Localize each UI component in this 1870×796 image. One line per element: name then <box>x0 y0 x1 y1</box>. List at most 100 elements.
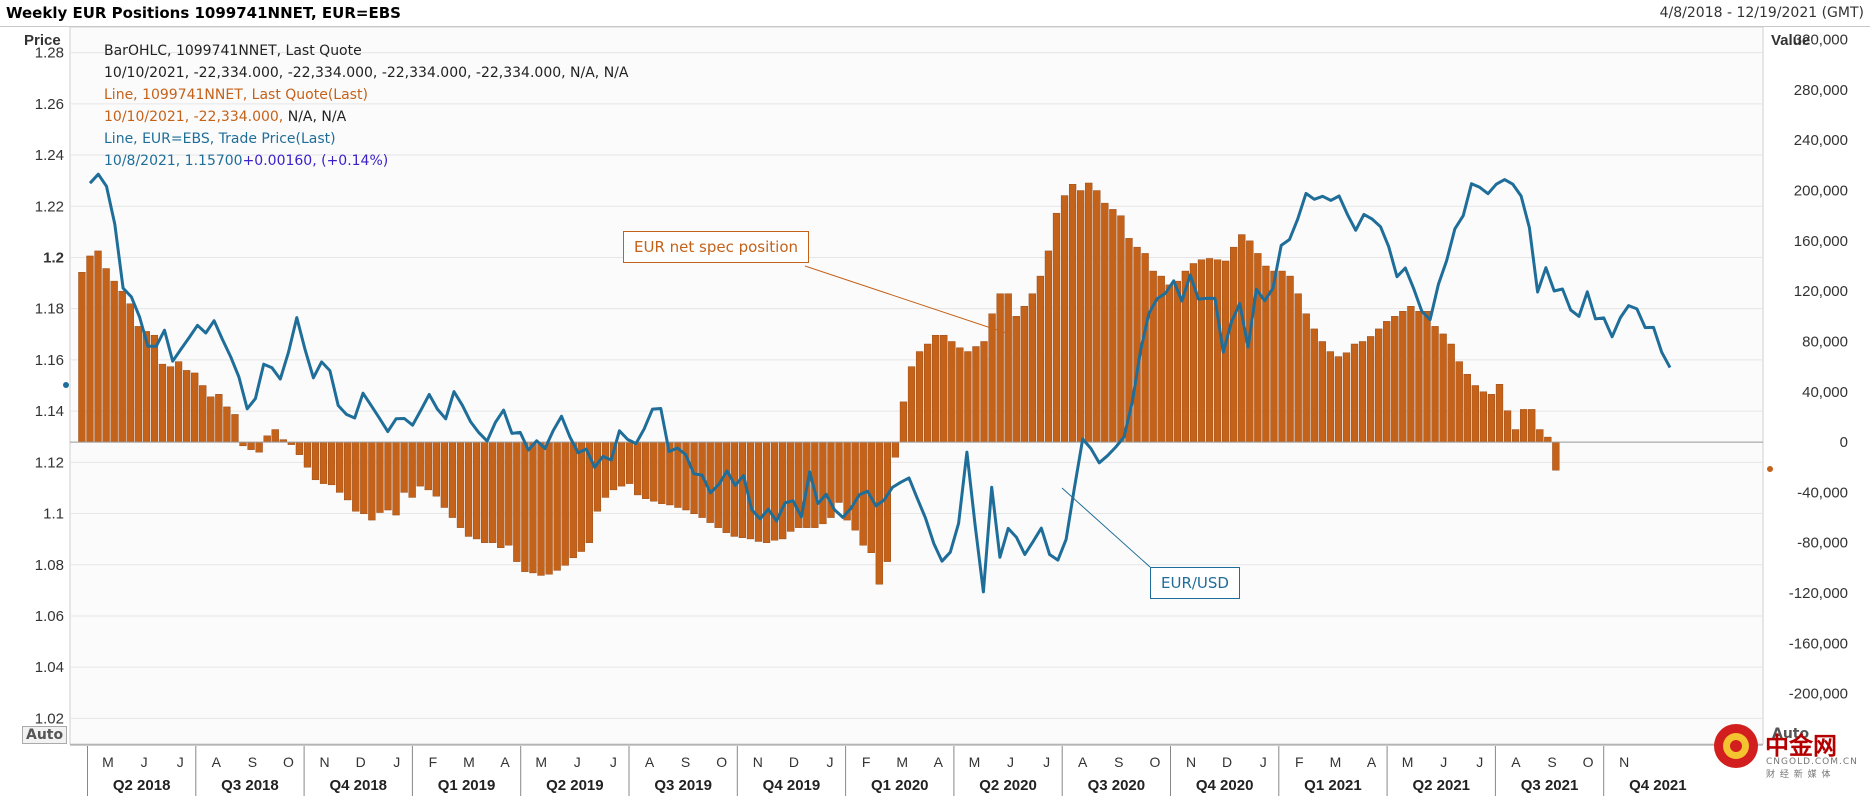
position-bar <box>996 293 1004 443</box>
auto-scale-left-button[interactable]: Auto <box>22 726 68 744</box>
month-label: S <box>1114 754 1123 770</box>
position-bars <box>78 182 1560 585</box>
position-bar <box>174 361 183 443</box>
title-bar: Weekly EUR Positions 1099741NNET, EUR=EB… <box>0 0 1870 27</box>
position-bar <box>601 441 610 498</box>
position-bar <box>336 441 344 493</box>
left-tick-label: 1.04 <box>35 659 64 676</box>
position-bar <box>1012 316 1020 443</box>
position-bar <box>86 255 94 443</box>
position-bar <box>1044 250 1053 443</box>
month-label: O <box>716 754 727 770</box>
legend-series2-header: Line, 1099741NNET, Last Quote(Last) <box>104 87 368 103</box>
position-bar <box>1334 356 1343 443</box>
watermark-subtext: CNGOLD.COM.CN 财 经 新 媒 体 <box>1766 757 1858 780</box>
position-bar <box>424 441 432 491</box>
position-bar <box>1238 234 1246 443</box>
position-bar <box>1085 182 1093 443</box>
position-bar <box>762 441 771 543</box>
position-bar <box>1133 246 1141 443</box>
position-bar <box>1455 361 1463 443</box>
position-bar <box>1399 311 1407 443</box>
position-bar <box>545 441 553 575</box>
quarter-label: Q1 2020 <box>871 777 929 794</box>
position-bar <box>199 385 207 443</box>
callout-eurusd-connector <box>1061 487 1151 568</box>
position-bar <box>384 441 392 511</box>
month-label: N <box>1186 754 1196 770</box>
month-label: F <box>862 754 871 770</box>
position-bar <box>1407 306 1415 443</box>
position-bar <box>368 441 376 521</box>
position-bar <box>1471 385 1479 443</box>
quarter-label: Q1 2019 <box>438 777 496 794</box>
position-bar <box>1093 190 1101 443</box>
quarter-label: Q3 2021 <box>1521 777 1579 794</box>
left-tick-label: 1.18 <box>35 301 64 318</box>
chart-area[interactable]: 1.02 1.04 1.06 1.08 1.1 1.12 1.14 1.16 1.18 1.2 1.… <box>0 27 1870 796</box>
month-label: N <box>1619 754 1629 770</box>
month-label: J <box>1007 754 1014 770</box>
month-label: J <box>1440 754 1447 770</box>
month-label: O <box>283 754 294 770</box>
quarter-label: Q1 2021 <box>1304 777 1362 794</box>
position-bar <box>263 435 271 443</box>
left-price-marker <box>63 382 69 388</box>
legend-series3-change: +0.00160, (+0.14%) <box>242 153 389 169</box>
position-bar <box>899 401 908 443</box>
month-label: M <box>463 754 475 770</box>
position-bar <box>1536 429 1544 443</box>
position-bar <box>440 441 448 508</box>
month-label: J <box>1260 754 1267 770</box>
right-tick-label: -160,000 <box>1789 635 1848 652</box>
position-bar <box>408 441 416 498</box>
month-label: M <box>102 754 114 770</box>
position-bar <box>883 441 891 562</box>
position-bar <box>78 272 86 443</box>
position-bar <box>907 366 916 443</box>
left-tick-label: 1.08 <box>35 557 64 574</box>
position-bar <box>247 441 255 450</box>
position-bar <box>1375 328 1383 443</box>
position-bar <box>650 441 658 502</box>
left-axis: 1.02 1.04 1.06 1.08 1.1 1.12 1.14 1.16 1.18 1.2 1.… <box>35 45 64 728</box>
left-tick-label: 1.1 <box>43 506 64 523</box>
left-tick-label: 1.22 <box>35 198 64 215</box>
month-label: D <box>356 754 366 770</box>
right-tick-label: -80,000 <box>1797 535 1848 552</box>
month-label: J <box>1043 754 1050 770</box>
position-bar <box>1423 311 1431 443</box>
position-bar <box>553 441 561 571</box>
position-bar <box>1165 284 1173 443</box>
month-label: A <box>500 754 510 770</box>
position-bar <box>1439 333 1447 443</box>
quarter-label: Q2 2021 <box>1412 777 1470 794</box>
position-bar <box>1495 384 1504 443</box>
month-label: O <box>1149 754 1160 770</box>
position-bar <box>1528 409 1536 443</box>
position-bar <box>231 414 239 443</box>
right-tick-label: 40,000 <box>1802 384 1848 401</box>
month-label: N <box>753 754 763 770</box>
position-bar <box>980 341 988 443</box>
position-bar <box>932 334 940 443</box>
quarter-label: Q4 2018 <box>329 777 387 794</box>
position-bar <box>207 396 215 443</box>
month-label: J <box>1476 754 1483 770</box>
position-bar <box>634 441 642 496</box>
position-bar <box>835 441 843 503</box>
position-bar <box>1068 184 1077 443</box>
position-bar <box>738 441 747 538</box>
position-bar <box>1415 311 1423 443</box>
month-label: O <box>1583 754 1594 770</box>
month-label: M <box>1402 754 1414 770</box>
position-bar <box>134 326 142 443</box>
right-value-marker <box>1767 466 1773 472</box>
position-bar <box>770 441 779 541</box>
month-label: A <box>1511 754 1521 770</box>
auto-scale-right-button[interactable]: Auto <box>1772 726 1810 742</box>
position-bar <box>706 441 714 523</box>
position-bar <box>779 441 787 540</box>
chart-title: Weekly EUR Positions 1099741NNET, EUR=EB… <box>6 4 401 22</box>
date-range[interactable]: 4/8/2018 - 12/19/2021 (GMT) <box>1659 5 1864 21</box>
